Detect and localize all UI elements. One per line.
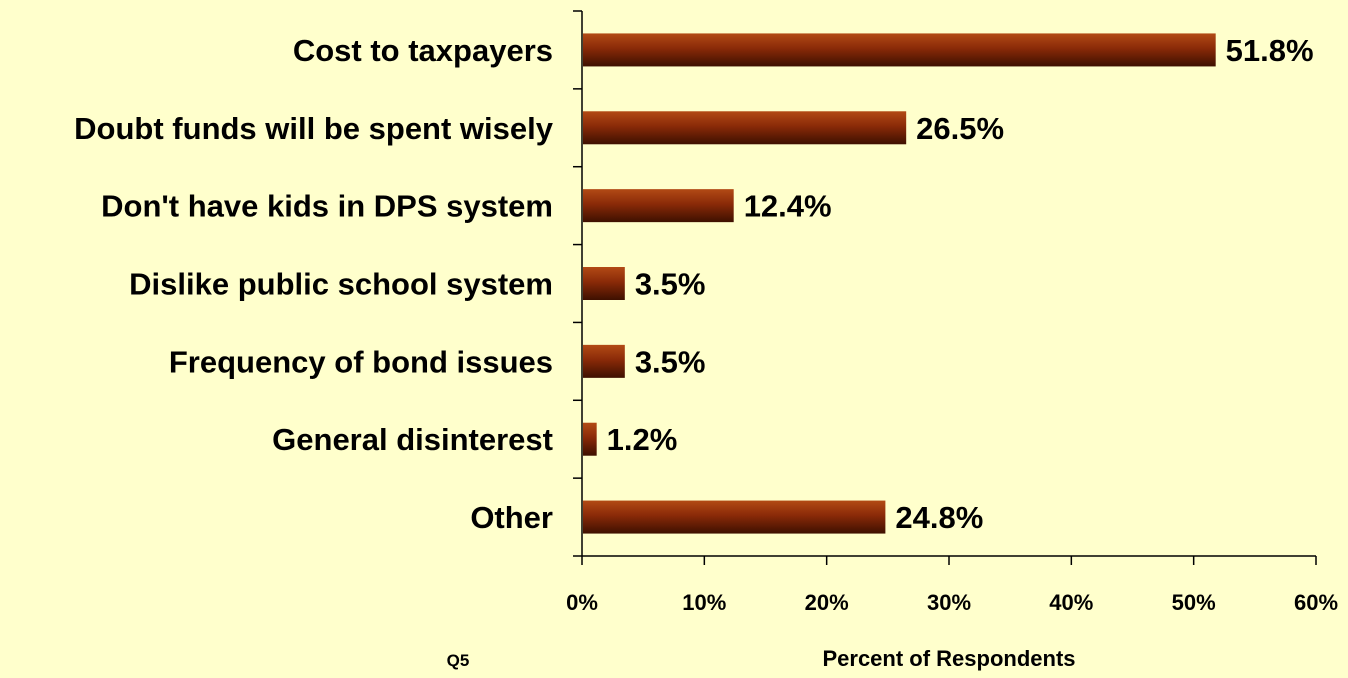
bar <box>583 344 625 378</box>
category-label: Don't have kids in DPS system <box>101 189 553 224</box>
category-label: Frequency of bond issues <box>169 344 553 379</box>
labels-layer: Cost to taxpayers 51.8% Doubt funds will b… <box>74 33 1338 615</box>
x-tick-label: 20% <box>805 590 849 615</box>
category-label: Cost to taxpayers <box>293 33 553 68</box>
question-footnote: Q5 <box>447 651 470 670</box>
bar <box>583 422 597 456</box>
data-label: 26.5% <box>916 111 1004 146</box>
category-label: General disinterest <box>272 422 553 457</box>
bar <box>583 500 886 534</box>
bar <box>583 189 734 223</box>
category-label: Other <box>470 500 553 535</box>
category-label: Doubt funds will be spent wisely <box>74 111 554 146</box>
x-tick-label: 0% <box>566 590 598 615</box>
x-tick-label: 10% <box>682 590 726 615</box>
bar <box>583 111 907 145</box>
data-label: 51.8% <box>1226 33 1314 68</box>
x-tick-label: 40% <box>1049 590 1093 615</box>
x-tick-label: 50% <box>1172 590 1216 615</box>
data-label: 12.4% <box>744 189 832 224</box>
category-label: Dislike public school system <box>129 267 553 302</box>
data-label: 24.8% <box>895 500 983 535</box>
axes-layer <box>581 11 1316 557</box>
x-tick-label: 30% <box>927 590 971 615</box>
bar <box>583 267 625 300</box>
data-label: 1.2% <box>607 422 678 457</box>
x-tick-label: 60% <box>1294 590 1338 615</box>
data-label: 3.5% <box>635 344 706 379</box>
data-label: 3.5% <box>635 267 706 302</box>
bars-layer <box>573 10 1317 565</box>
bar <box>583 33 1216 67</box>
x-axis-title: Percent of Respondents <box>822 646 1075 671</box>
